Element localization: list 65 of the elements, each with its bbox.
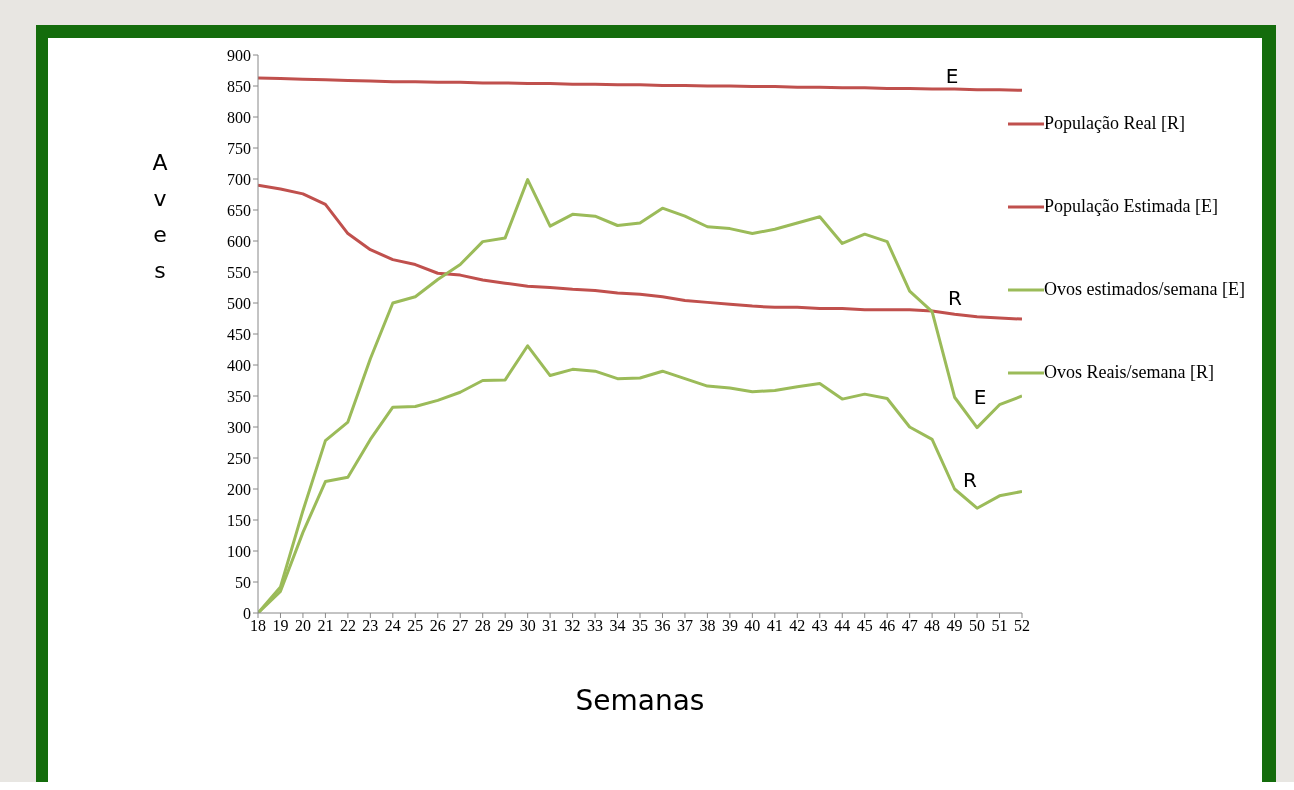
y-tick-label: 400: [227, 356, 251, 374]
y-tick-label: 500: [227, 294, 251, 312]
x-tick-label: 34: [609, 617, 626, 635]
y-tick-label: 750: [227, 139, 251, 157]
line-series: [258, 183, 1022, 321]
legend-label: Ovos Reais/semana [R]: [1044, 362, 1214, 383]
x-tick-label: 21: [317, 617, 334, 635]
x-tick-label: 46: [879, 617, 896, 635]
x-tick-label: 37: [676, 617, 693, 635]
x-tick-label: 22: [339, 617, 356, 635]
y-tick-label: 0: [243, 604, 251, 622]
x-tick-label: 42: [789, 617, 806, 635]
x-tick-label: 45: [856, 617, 873, 635]
x-tick-label: 33: [587, 617, 604, 635]
x-tick-label: 29: [497, 617, 514, 635]
legend-label: População Real [R]: [1044, 113, 1185, 134]
x-tick-label: 18: [250, 617, 266, 635]
x-tick-label: 25: [407, 617, 424, 635]
y-tick-label: 650: [227, 201, 251, 219]
x-tick-label: 52: [1014, 617, 1030, 635]
y-tick-label: 100: [227, 542, 251, 560]
legend-label: População Estimada [E]: [1044, 196, 1218, 217]
y-tick-label: 900: [227, 46, 251, 64]
legend-label: Ovos estimados/semana [E]: [1044, 279, 1245, 300]
x-tick-label: 41: [766, 617, 783, 635]
x-tick-label: 28: [474, 617, 491, 635]
x-tick-label: 24: [384, 617, 401, 635]
y-tick-label: 350: [227, 387, 251, 405]
y-axis-title: Aves: [151, 149, 169, 285]
x-tick-label: 47: [901, 617, 918, 635]
x-tick-label: 35: [632, 617, 648, 635]
y-tick-label: 850: [227, 77, 251, 95]
annotation: E: [973, 385, 987, 409]
x-tick-label: 23: [362, 617, 379, 635]
annotation: R: [948, 286, 963, 310]
x-tick-label: 31: [542, 617, 559, 635]
x-tick-label: 20: [294, 617, 311, 635]
x-tick-label: 40: [744, 617, 761, 635]
annotation: E: [945, 64, 959, 88]
y-tick-label: 550: [227, 263, 251, 281]
x-tick-label: 49: [946, 617, 963, 635]
x-tick-label: 30: [519, 617, 536, 635]
annotation: R: [963, 468, 978, 492]
x-tick-label: 39: [721, 617, 738, 635]
x-tick-label: 38: [699, 617, 716, 635]
x-tick-label: 32: [564, 617, 581, 635]
y-tick-label: 250: [227, 449, 251, 467]
y-tick-label: 800: [227, 108, 251, 126]
y-tick-label: 50: [235, 573, 251, 591]
y-tick-label: 700: [227, 170, 251, 188]
x-tick-label: 27: [452, 617, 469, 635]
x-tick-label: 26: [429, 617, 446, 635]
x-tick-label: 51: [991, 617, 1008, 635]
x-axis-title: Semanas: [574, 684, 706, 717]
x-tick-label: 43: [811, 617, 828, 635]
x-tick-label: 19: [272, 617, 289, 635]
x-tick-label: 36: [654, 617, 671, 635]
y-tick-label: 450: [227, 325, 251, 343]
y-tick-label: 600: [227, 232, 251, 250]
y-tick-label: 200: [227, 480, 251, 498]
y-tick-label: 300: [227, 418, 251, 436]
x-tick-label: 44: [834, 617, 851, 635]
y-tick-label: 150: [227, 511, 251, 529]
x-tick-label: 50: [969, 617, 986, 635]
x-tick-label: 48: [924, 617, 941, 635]
